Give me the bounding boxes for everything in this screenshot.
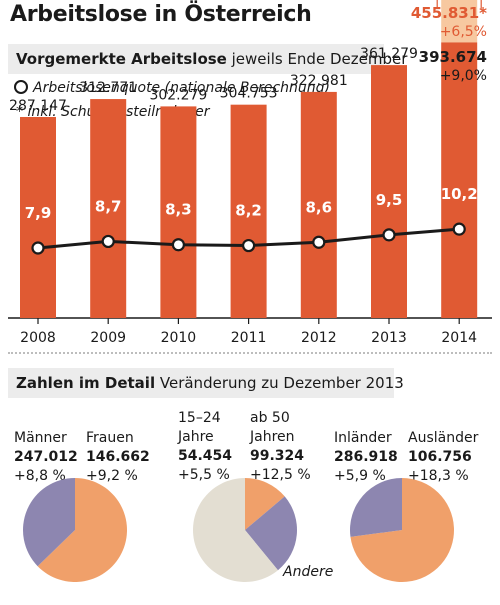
bar-training-2014 [441,0,478,43]
group-label: Ausländer [408,430,479,446]
x-tick-label-2013: 2013 [371,330,407,346]
rate-point-2011 [242,238,256,253]
group-change: +12,5 % [250,467,311,483]
bar-value-label-2014: 393.674 [419,48,487,66]
rate-label-2012: 8,6 [306,198,333,216]
chart-title: Arbeitslose in Österreich [10,2,312,27]
rate-point-2012 [312,235,326,249]
x-tick-label-2012: 2012 [301,330,337,346]
rate-label-2010: 8,3 [165,201,192,219]
legend-rate-label: Arbeitslosenquote (nationale Berechnung) [33,80,331,96]
group-change: +9,2 % [86,468,138,484]
group-label: Frauen [86,430,134,446]
group-label: Männer [14,430,67,446]
bar-value-label-2012: 322.981 [290,73,348,89]
group-label: Inländer [334,430,392,446]
chart-subtitle: Vorgemerkte Arbeitslose jeweils Ende Dez… [16,50,407,68]
group-change: +8,8 % [14,468,66,484]
subtitle-rest: jeweils Ende Dezember [231,50,408,68]
x-tick-label-2014: 2014 [441,330,477,346]
rate-label-2014: 10,2 [441,185,478,203]
group-label: ab 50 Jahren [250,410,295,445]
group-value: 99.324 [250,448,305,464]
pie-2-slice-0 [350,478,454,582]
bar-value-label-2010: 302.279 [149,87,207,103]
pie-1-slice-1 [245,496,297,571]
bar-2010 [160,106,197,319]
bar-2014 [441,42,478,319]
group-women: Frauen 146.662 +9,2 % [86,429,150,486]
pie-0-slice-1 [23,478,75,567]
rate-label-2011: 8,2 [235,202,262,220]
group-change: +5,5 % [178,467,230,483]
group-domestic: Inländer 286.918 +5,9 % [334,429,398,486]
detail-title-rest: Veränderung zu Dezember 2013 [159,374,404,392]
bar-2008 [20,116,56,318]
bar-2012 [300,91,337,318]
bar-value-label-2014-incl-training: 455.831* [411,4,487,22]
rate-label-2008: 7,9 [25,204,52,222]
change-label-2014-incl-training: +6,5% [440,24,487,40]
pie-other-label: Andere [283,564,334,580]
rate-point-2008 [31,241,45,255]
detail-title-bold: Zahlen im Detail [16,374,156,392]
rate-point-2009 [101,234,115,249]
rate-point-2013 [382,228,396,242]
group-men: Männer 247.012 +8,8 % [14,429,78,486]
bar-value-label-2011: 304.753 [220,86,278,102]
subtitle-band [8,44,384,74]
bar-2009 [90,99,127,318]
bar-2014-bracket [436,0,482,9]
group-value: 286.918 [334,449,398,465]
pie-1-slice-0 [245,478,285,530]
pie-2-slice-1 [349,478,402,537]
pie-1-slice-2 [192,478,278,583]
rate-point-2010 [171,238,185,252]
x-tick-label-2008: 2008 [20,330,56,346]
detail-title: Zahlen im Detail Veränderung zu Dezember… [16,374,404,392]
group-change: +5,9 % [334,468,386,484]
rate-label-2013: 9,5 [376,191,403,209]
legend-rate: Arbeitslosenquote (nationale Berechnung) [14,80,330,96]
bar-value-label-2008: 287.147 [9,98,67,114]
subtitle-bold: Vorgemerkte Arbeitslose [16,50,227,68]
detail-band [8,368,394,398]
x-tick-label-2009: 2009 [90,330,126,346]
change-label-2014: +9,0% [440,68,487,84]
pie-0-slice-0 [37,478,128,583]
bar-2013 [371,65,407,318]
group-foreign: Ausländer 106.756 +18,3 % [408,429,478,486]
section-divider [8,352,492,354]
bar-2011 [230,104,267,318]
group-value: 146.662 [86,449,150,465]
rate-label-2009: 8,7 [95,197,122,215]
legend-dot-icon [14,80,28,94]
group-change: +18,3 % [408,468,469,484]
x-tick-label-2011: 2011 [231,330,267,346]
group-youth: 15–24 Jahre 54.454 +5,5 % [178,409,238,485]
group-value: 247.012 [14,449,78,465]
bar-value-label-2013: 361.279 [360,46,418,62]
group-label: 15–24 Jahre [178,410,221,445]
group-over50: ab 50 Jahren 99.324 +12,5 % [250,409,316,485]
group-value: 54.454 [178,448,233,464]
group-value: 106.756 [408,449,472,465]
bar-value-label-2009: 312.771 [79,80,137,96]
x-tick-label-2010: 2010 [161,330,197,346]
rate-point-2014 [452,222,466,236]
